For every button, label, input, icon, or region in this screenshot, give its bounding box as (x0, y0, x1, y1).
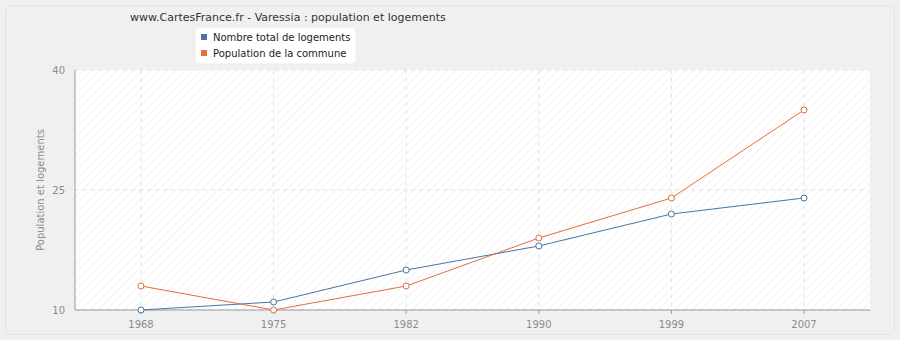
series-point (138, 283, 144, 289)
series-line (141, 110, 804, 310)
background (1, 1, 900, 340)
series-point (403, 267, 409, 273)
series-point (271, 307, 277, 313)
x-tick-label: 1975 (261, 319, 286, 330)
y-grid (75, 70, 870, 71)
x-grid (273, 70, 274, 310)
y-tick-label: 25 (52, 185, 65, 196)
y-tick-label: 40 (52, 65, 65, 76)
series-point (536, 235, 542, 241)
y-tick-label: 10 (52, 305, 65, 316)
frame (6, 6, 895, 335)
y-axis (75, 70, 76, 310)
series-point (801, 195, 807, 201)
title: www.CartesFrance.fr - Varessia : populat… (130, 11, 446, 24)
series-point (138, 307, 144, 313)
x-tick-label: 1999 (659, 319, 684, 330)
x-tick (538, 310, 539, 314)
x-grid (538, 70, 539, 310)
plot-area (75, 70, 870, 310)
y-axis-label: Population et logements (35, 129, 46, 251)
series-group (138, 107, 807, 313)
x-axis (75, 310, 870, 311)
series-line (141, 198, 804, 310)
x-grid (804, 70, 805, 310)
x-tick (406, 310, 407, 314)
x-tick-label: 1982 (393, 319, 418, 330)
series-point (668, 195, 674, 201)
x-grid (141, 70, 142, 310)
legend-box (195, 27, 356, 64)
legend-swatch (201, 34, 207, 40)
y-grid (75, 310, 870, 311)
legend-label: Population de la commune (213, 48, 346, 59)
x-tick (804, 310, 805, 314)
x-tick-label: 2007 (791, 319, 816, 330)
x-tick-label: 1968 (128, 319, 153, 330)
x-tick-label: 1990 (526, 319, 551, 330)
legend-swatch (201, 50, 207, 56)
series-point (271, 299, 277, 305)
series-point (668, 211, 674, 217)
y-grid (75, 190, 870, 191)
legend-label: Nombre total de logements (213, 32, 350, 43)
chart-svg: 10 25 40 1968 1975 1982 1990 1999 2007 Population… (0, 0, 900, 340)
x-grid (406, 70, 407, 310)
chart-container: 10 25 40 1968 1975 1982 1990 1999 2007 Population… (0, 0, 900, 340)
x-tick (671, 310, 672, 314)
series-point (403, 283, 409, 289)
x-grid (671, 70, 672, 310)
series-point (536, 243, 542, 249)
series-point (801, 107, 807, 113)
